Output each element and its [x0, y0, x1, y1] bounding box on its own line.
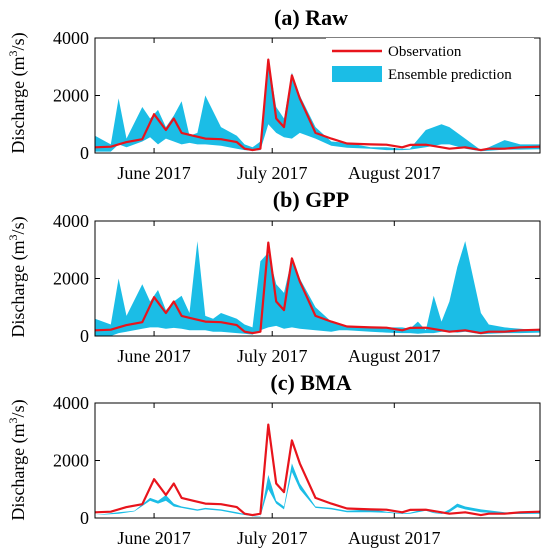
- legend: Observation Ensemble prediction: [326, 38, 534, 88]
- y-tick-label: 0: [80, 508, 89, 528]
- x-tick-label: June 2017: [117, 163, 191, 183]
- y-tick-label: 2000: [53, 269, 89, 289]
- ensemble-prediction-band: [95, 463, 540, 517]
- x-tick-label: August 2017: [348, 163, 441, 183]
- x-tick-label: June 2017: [117, 346, 191, 366]
- y-axis-label: Discharge (m3/s): [6, 216, 29, 337]
- y-axis-label: Discharge (m3/s): [6, 32, 29, 153]
- x-tick-label: July 2017: [237, 163, 308, 183]
- ensemble-prediction-band: [95, 58, 540, 152]
- ensemble-prediction-band: [95, 241, 540, 336]
- legend-label-ensemble: Ensemble prediction: [388, 67, 512, 83]
- y-tick-label: 4000: [53, 393, 89, 413]
- y-tick-label: 0: [80, 143, 89, 163]
- panel-c: (c) BMA Discharge (m3/s) 0 2000 4000 Jun…: [6, 370, 541, 548]
- y-tick-label: 4000: [53, 28, 89, 48]
- panel-title: (c) BMA: [270, 370, 351, 395]
- observation-line: [94, 58, 541, 152]
- x-tick-label: August 2017: [348, 346, 441, 366]
- panel-b: (b) GPP Discharge (m3/s) 0 2000 4000 Jun…: [6, 187, 541, 366]
- panel-a: (a) Raw Discharge (m3/s) 0 2000 4000 Jun…: [6, 5, 541, 183]
- x-tick-label: July 2017: [237, 346, 308, 366]
- x-tick-label: August 2017: [348, 528, 441, 548]
- observation-line: [94, 423, 541, 517]
- panel-title: (b) GPP: [273, 187, 349, 212]
- y-tick-label: 2000: [53, 451, 89, 471]
- y-axis-label: Discharge (m3/s): [6, 399, 29, 520]
- y-tick-label: 2000: [53, 86, 89, 106]
- legend-label-observation: Observation: [388, 44, 462, 60]
- observation-line: [94, 241, 541, 335]
- x-tick-label: July 2017: [237, 528, 308, 548]
- x-tick-label: June 2017: [117, 528, 191, 548]
- y-tick-label: 0: [80, 326, 89, 346]
- y-tick-label: 4000: [53, 211, 89, 231]
- legend-swatch-ensemble: [332, 66, 382, 82]
- panel-title: (a) Raw: [274, 5, 348, 30]
